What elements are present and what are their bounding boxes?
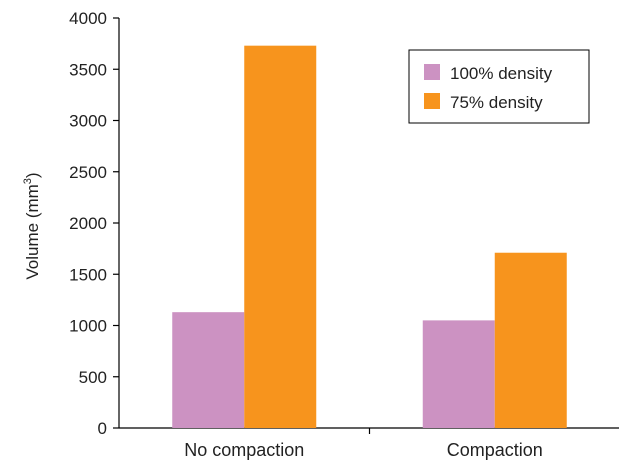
bar-75-density-no-compaction (244, 45, 317, 429)
y-axis-label-superscript: 3 (22, 178, 34, 184)
y-tick-label: 2000 (69, 214, 107, 233)
legend-label-100-density: 100% density (450, 64, 553, 83)
y-tick-label: 1000 (69, 317, 107, 336)
legend-label-75-density: 75% density (450, 93, 543, 112)
y-tick-label: 4000 (69, 9, 107, 28)
bar-100-density-compaction (422, 320, 495, 428)
y-tick-label: 500 (79, 368, 107, 387)
legend-box (408, 49, 590, 124)
y-axis-label-suffix: ) (23, 172, 42, 178)
y-tick-label: 3500 (69, 60, 107, 79)
x-tick-label: Compaction (447, 440, 543, 460)
y-tick-label: 2500 (69, 163, 107, 182)
y-axis: 0 500 1000 1500 2000 2500 3000 3500 4000 (69, 9, 120, 438)
legend-swatch-75-density (424, 93, 440, 109)
y-tick-label: 0 (98, 419, 107, 438)
legend: 100% density 75% density (408, 49, 590, 124)
y-tick-label: 1500 (69, 265, 107, 284)
y-tick-label: 3000 (69, 112, 107, 131)
x-axis: No compaction Compaction (119, 427, 619, 460)
y-axis-label: Volume (mm3) (22, 172, 42, 279)
bar-100-density-no-compaction (172, 312, 245, 428)
x-tick-label: No compaction (184, 440, 304, 460)
bar-75-density-compaction (494, 252, 567, 428)
y-axis-label-text: Volume (mm (23, 184, 42, 279)
legend-swatch-100-density (424, 64, 440, 80)
bars (172, 45, 567, 429)
